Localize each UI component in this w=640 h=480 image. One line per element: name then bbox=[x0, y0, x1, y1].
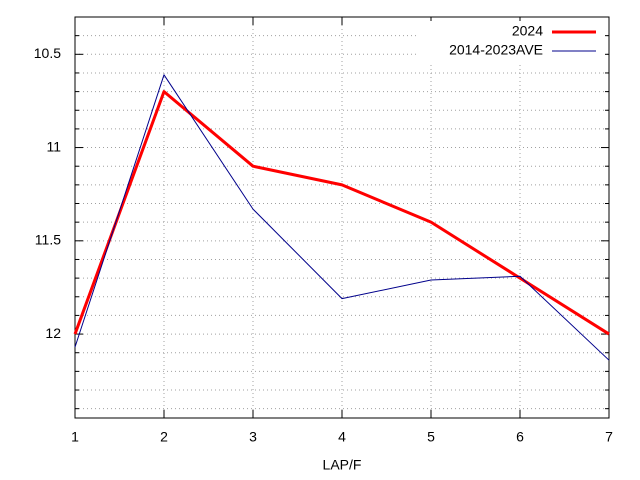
y-tick-label: 11.5 bbox=[35, 232, 61, 248]
legend-label: 2024 bbox=[512, 23, 543, 39]
x-tick-label: 5 bbox=[427, 429, 435, 445]
x-tick-label: 7 bbox=[605, 429, 613, 445]
x-tick-label: 1 bbox=[71, 429, 79, 445]
series-line bbox=[73, 90, 610, 336]
plot-border bbox=[74, 16, 610, 419]
y-tick-label: 12 bbox=[45, 325, 61, 341]
y-tick-label: 11 bbox=[46, 138, 61, 154]
series-line bbox=[74, 74, 610, 361]
x-tick-label: 4 bbox=[338, 429, 346, 445]
legend-label: 2014-2023AVE bbox=[449, 42, 543, 58]
x-tick-label: 2 bbox=[160, 429, 168, 445]
x-axis-label: LAP/F bbox=[323, 457, 362, 473]
y-tick-label: 10.5 bbox=[34, 45, 61, 61]
x-tick-label: 3 bbox=[249, 429, 257, 445]
legend-box bbox=[419, 21, 605, 63]
x-tick-label: 6 bbox=[516, 429, 524, 445]
